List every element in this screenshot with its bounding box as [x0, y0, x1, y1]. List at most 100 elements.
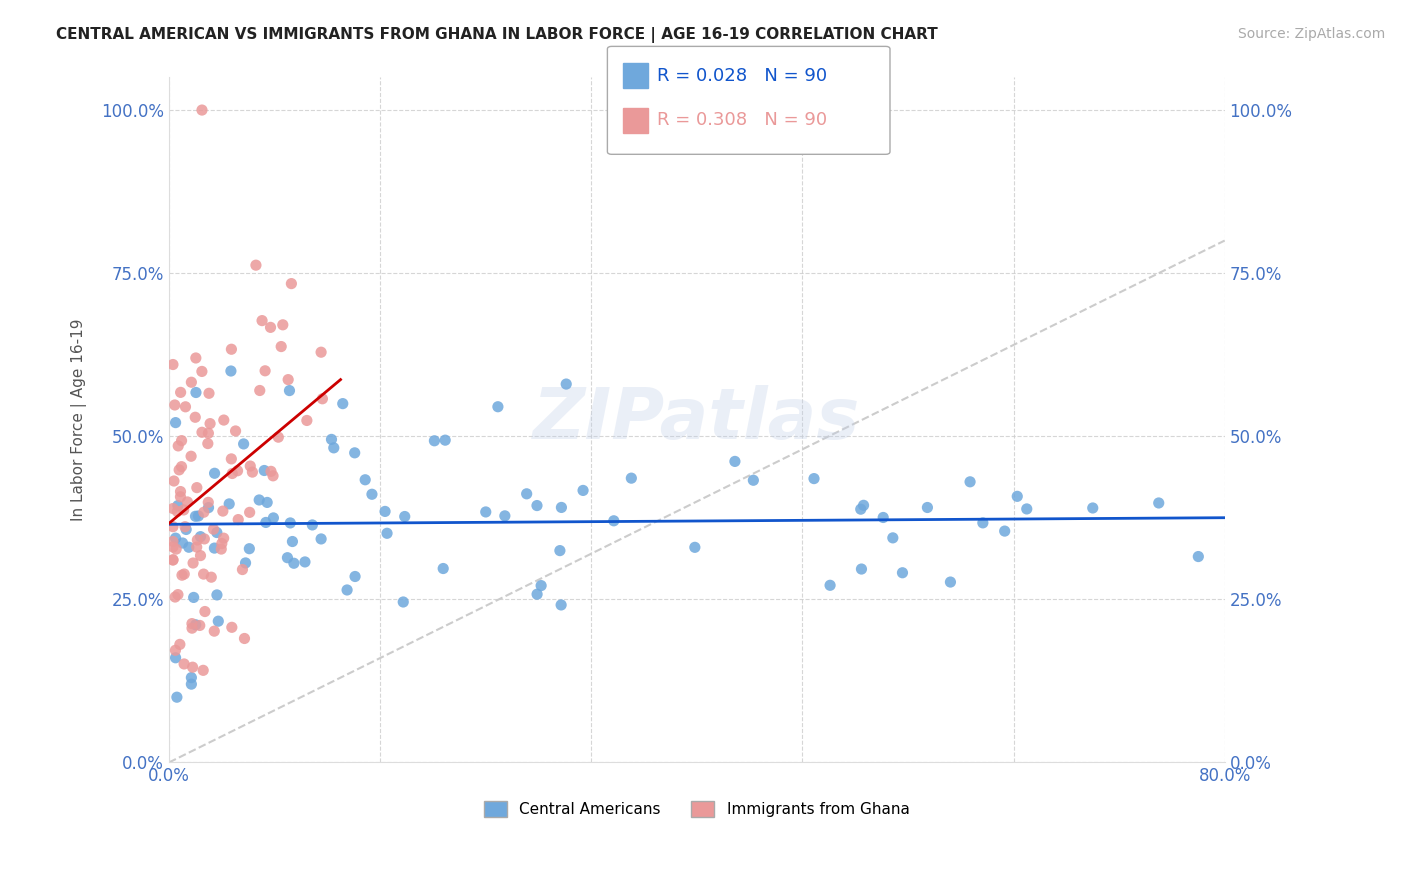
Point — [181, 660, 204, 674]
Point — [277, 373, 299, 387]
Point — [260, 464, 283, 478]
Point — [281, 534, 304, 549]
Point — [165, 542, 187, 557]
Point — [221, 451, 243, 466]
Point — [550, 598, 572, 612]
Point — [176, 495, 198, 509]
Point — [620, 471, 643, 485]
Point — [169, 637, 191, 651]
Point — [197, 500, 219, 515]
Point — [849, 502, 872, 516]
Text: R = 0.308   N = 90: R = 0.308 N = 90 — [657, 112, 827, 129]
Point — [174, 523, 197, 537]
Point — [200, 570, 222, 584]
Point — [322, 441, 344, 455]
Point — [225, 424, 247, 438]
Point — [271, 318, 294, 332]
Point — [683, 541, 706, 555]
Point — [336, 582, 359, 597]
Point — [262, 468, 284, 483]
Text: CENTRAL AMERICAN VS IMMIGRANTS FROM GHANA IN LABOR FORCE | AGE 16-19 CORRELATION: CENTRAL AMERICAN VS IMMIGRANTS FROM GHAN… — [56, 27, 938, 43]
Point — [283, 556, 305, 570]
Point — [212, 504, 235, 518]
Point — [205, 588, 228, 602]
Point — [181, 621, 204, 635]
Point — [211, 536, 233, 550]
Point — [872, 510, 894, 524]
Point — [742, 473, 765, 487]
Point — [803, 472, 825, 486]
Point — [162, 358, 184, 372]
Point — [174, 520, 197, 534]
Point — [183, 591, 205, 605]
Point — [374, 504, 396, 518]
Point — [165, 531, 187, 545]
Point — [486, 400, 509, 414]
Y-axis label: In Labor Force | Age 16-19: In Labor Force | Age 16-19 — [72, 318, 87, 521]
Point — [180, 449, 202, 463]
Point — [188, 618, 211, 632]
Point — [226, 464, 249, 478]
Point — [434, 433, 457, 447]
Point — [278, 384, 301, 398]
Point — [212, 531, 235, 545]
Point — [186, 540, 208, 554]
Point — [165, 416, 187, 430]
Point — [851, 562, 873, 576]
Point — [555, 377, 578, 392]
Point — [193, 663, 215, 677]
Text: ZIPatlas: ZIPatlas — [533, 385, 860, 454]
Point — [550, 500, 572, 515]
Point — [180, 376, 202, 390]
Point — [516, 487, 538, 501]
Point — [191, 364, 214, 378]
Point — [253, 463, 276, 477]
Point — [247, 493, 270, 508]
Point — [173, 503, 195, 517]
Point — [184, 410, 207, 425]
Point — [162, 553, 184, 567]
Point — [250, 313, 273, 327]
Point — [186, 481, 208, 495]
Point — [174, 400, 197, 414]
Point — [180, 677, 202, 691]
Point — [245, 258, 267, 272]
Point — [852, 498, 875, 512]
Point — [186, 533, 208, 547]
Point — [724, 454, 747, 468]
Point — [170, 459, 193, 474]
Point — [343, 446, 366, 460]
Point — [818, 578, 841, 592]
Point — [165, 650, 187, 665]
Point — [190, 549, 212, 563]
Point — [193, 505, 215, 519]
Point — [198, 386, 221, 401]
Point — [219, 364, 242, 378]
Point — [163, 398, 186, 412]
Point — [254, 364, 277, 378]
Point — [238, 541, 260, 556]
Point — [184, 617, 207, 632]
Point — [167, 588, 190, 602]
Point — [169, 490, 191, 504]
Point — [162, 534, 184, 549]
Point — [254, 516, 277, 530]
Point — [939, 575, 962, 590]
Point — [190, 530, 212, 544]
Point — [1081, 500, 1104, 515]
Text: Source: ZipAtlas.com: Source: ZipAtlas.com — [1237, 27, 1385, 41]
Point — [167, 463, 190, 477]
Point — [193, 567, 215, 582]
Point — [311, 392, 333, 406]
Legend: Central Americans, Immigrants from Ghana: Central Americans, Immigrants from Ghana — [478, 795, 915, 823]
Point — [184, 385, 207, 400]
Point — [1007, 489, 1029, 503]
Point — [197, 436, 219, 450]
Point — [162, 553, 184, 567]
Point — [423, 434, 446, 448]
Point — [197, 495, 219, 509]
Point — [239, 505, 262, 519]
Point — [1015, 502, 1038, 516]
Point — [278, 516, 301, 530]
Point — [191, 103, 214, 117]
